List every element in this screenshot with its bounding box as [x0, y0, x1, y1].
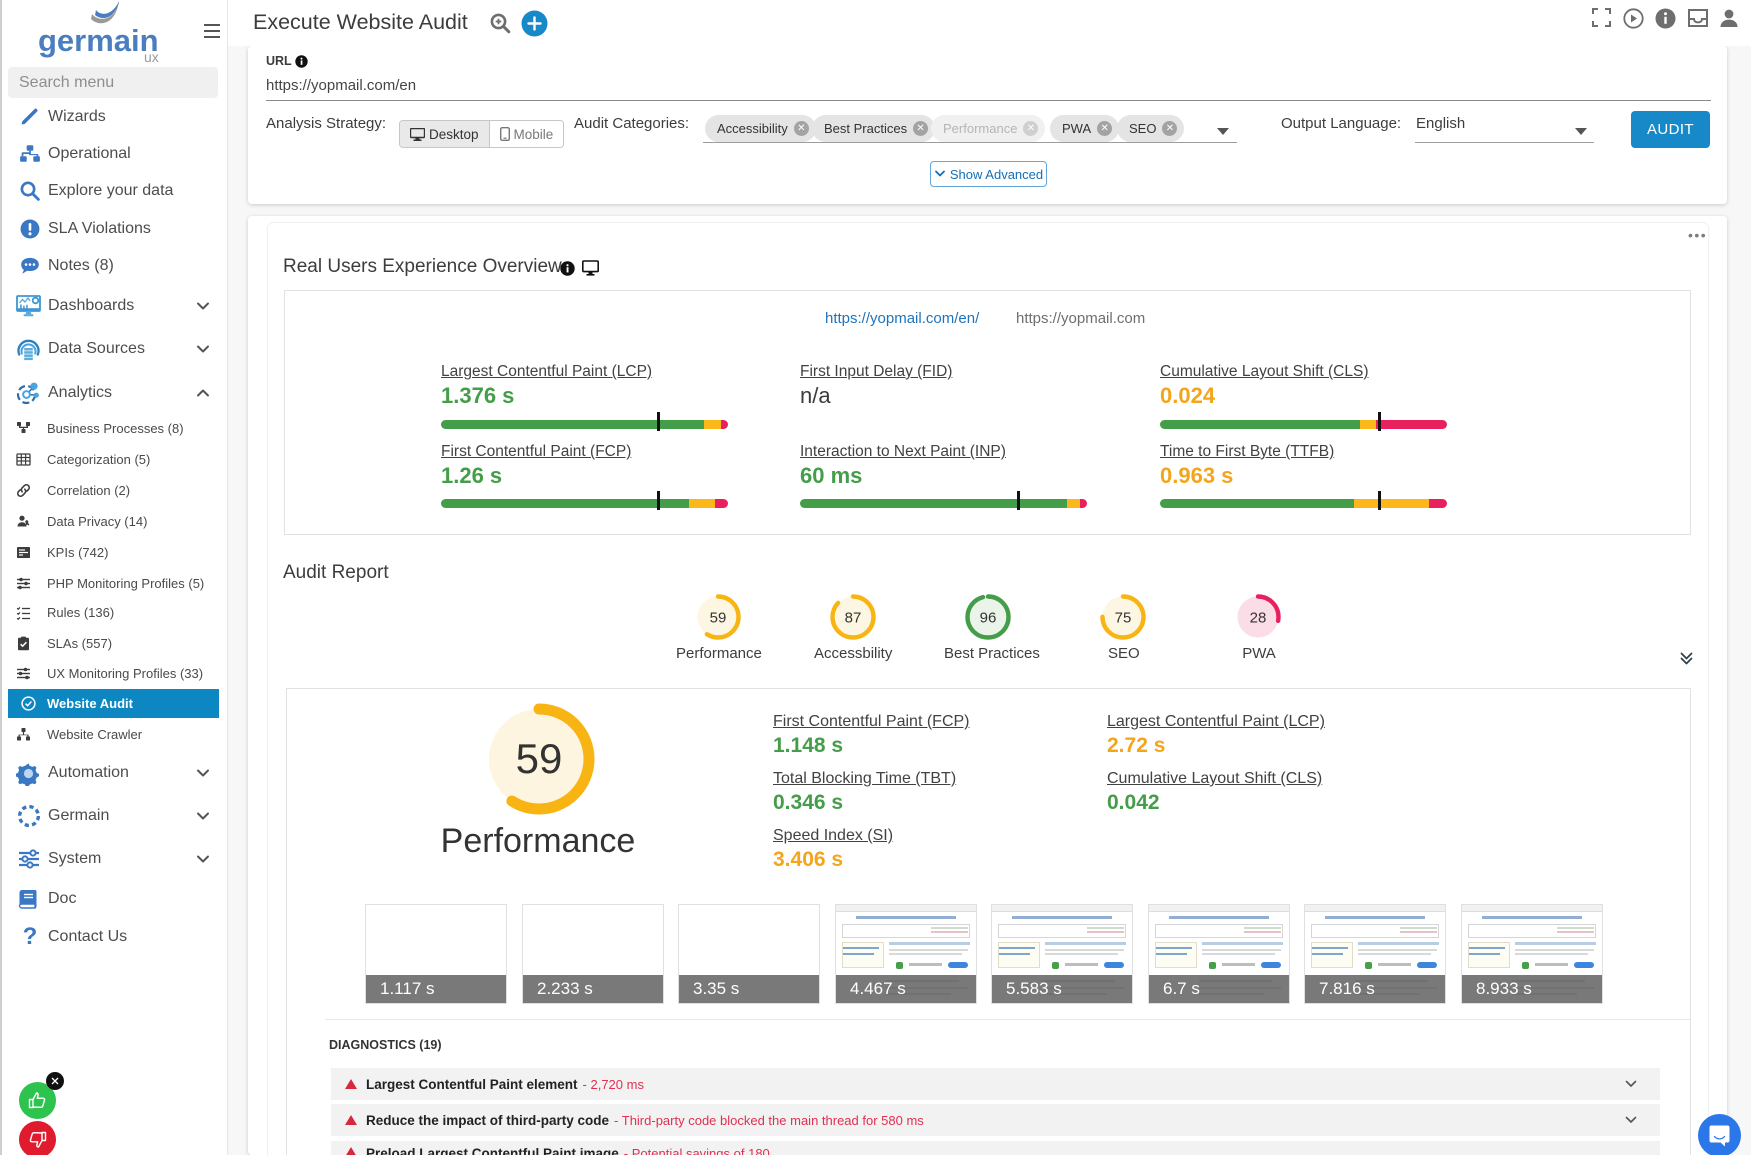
svg-text:germain: germain: [38, 23, 159, 58]
svg-text:ux: ux: [144, 49, 159, 63]
svg-text:59: 59: [516, 735, 563, 782]
svg-text:96: 96: [980, 610, 997, 627]
svg-text:59: 59: [710, 610, 727, 627]
svg-text:87: 87: [845, 610, 862, 627]
svg-text:75: 75: [1115, 610, 1132, 627]
svg-text:28: 28: [1250, 610, 1267, 627]
